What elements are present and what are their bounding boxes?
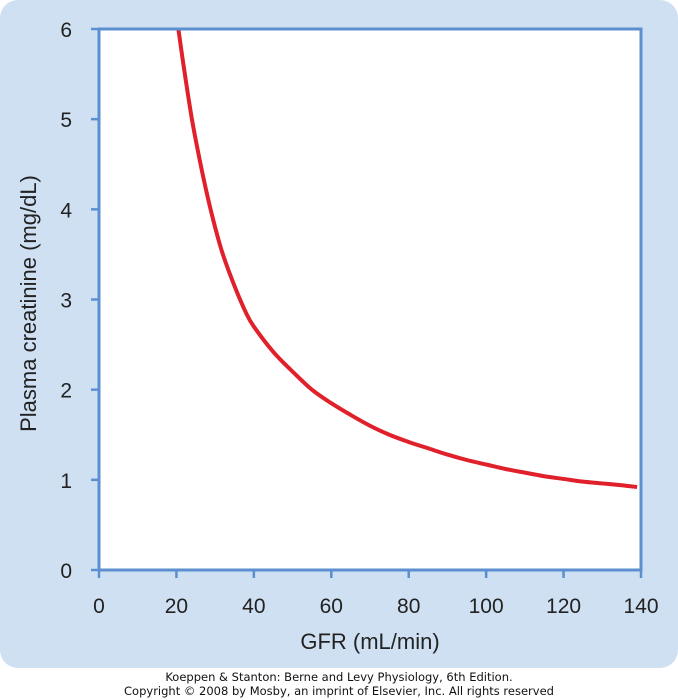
x-tick-label: 80 xyxy=(397,595,420,618)
plot-area xyxy=(99,29,641,570)
y-axis-label: Plasma creatinine (mg/dL) xyxy=(16,175,41,432)
x-tick-label: 0 xyxy=(93,595,105,618)
y-tick-label: 6 xyxy=(60,19,72,42)
y-tick-label: 0 xyxy=(60,560,72,583)
y-tick-label: 4 xyxy=(60,199,72,222)
x-tick-label: 40 xyxy=(242,595,265,618)
copyright-credit: Koeppen & Stanton: Berne and Levy Physio… xyxy=(0,670,678,698)
credit-line-2: Copyright © 2008 by Mosby, an imprint of… xyxy=(124,684,554,698)
credit-line-1: Koeppen & Stanton: Berne and Levy Physio… xyxy=(165,670,513,684)
x-tick-label: 20 xyxy=(165,595,188,618)
x-tick-label: 120 xyxy=(546,595,581,618)
y-tick-label: 2 xyxy=(60,380,72,403)
x-tick-label: 60 xyxy=(320,595,343,618)
y-tick-label: 5 xyxy=(60,109,72,132)
x-tick-label: 140 xyxy=(623,595,658,618)
x-axis-label: GFR (mL/min) xyxy=(300,629,439,654)
y-tick-label: 3 xyxy=(60,290,72,313)
y-tick-label: 1 xyxy=(60,470,72,493)
x-tick-label: 100 xyxy=(469,595,504,618)
creatinine-curve-line xyxy=(176,28,638,490)
